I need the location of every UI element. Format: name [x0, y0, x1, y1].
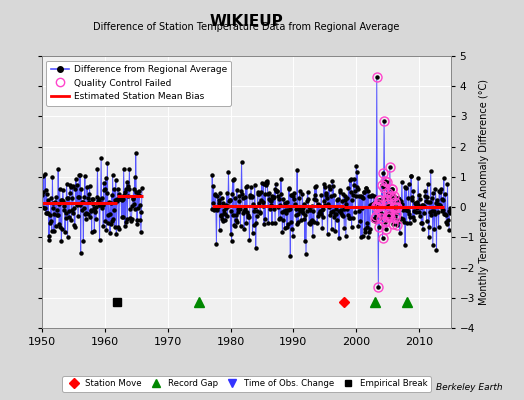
Legend: Difference from Regional Average, Quality Control Failed, Estimated Station Mean: Difference from Regional Average, Qualit…	[47, 60, 231, 106]
Text: Difference of Station Temperature Data from Regional Average: Difference of Station Temperature Data f…	[93, 22, 399, 32]
Text: WIKIEUP: WIKIEUP	[210, 14, 283, 29]
Legend: Station Move, Record Gap, Time of Obs. Change, Empirical Break: Station Move, Record Gap, Time of Obs. C…	[62, 376, 431, 392]
Text: Berkeley Earth: Berkeley Earth	[436, 383, 503, 392]
Y-axis label: Monthly Temperature Anomaly Difference (°C): Monthly Temperature Anomaly Difference (…	[479, 79, 489, 305]
